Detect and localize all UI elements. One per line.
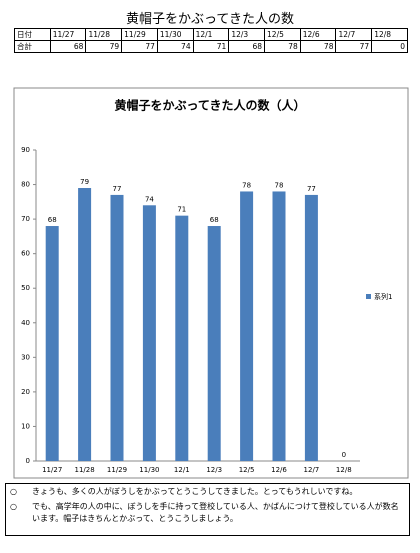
bar [272, 191, 286, 461]
bar [240, 191, 254, 461]
x-tick-label: 11/29 [107, 466, 127, 474]
x-tick-label: 12/6 [271, 466, 287, 474]
legend-swatch [366, 294, 371, 299]
data-table: 日付 11/27 11/28 11/29 11/30 12/1 12/3 12/5 12/6 12… [14, 28, 408, 53]
y-tick-label: 70 [21, 215, 30, 223]
data-label: 0 [342, 451, 346, 459]
note: ○ きょうも、多くの人がぼうしをかぶってとうこうしてきました。とってもうれしいです… [10, 486, 405, 498]
data-label: 71 [177, 206, 186, 214]
y-tick-label: 0 [26, 457, 30, 465]
table-row: 合計 68 79 77 74 71 68 78 78 77 0 [14, 40, 408, 53]
table-cell: 0 [371, 40, 408, 53]
y-tick-label: 30 [21, 353, 30, 361]
y-tick-label: 20 [21, 388, 30, 396]
data-label: 68 [210, 216, 219, 224]
x-tick-label: 12/3 [206, 466, 222, 474]
table-cell: 78 [264, 40, 301, 53]
note-bullet: ○ [10, 502, 17, 511]
bar [142, 205, 156, 461]
data-label: 68 [48, 216, 57, 224]
chart-title: 黄帽子をかぶってきた人の数（人） [114, 98, 305, 113]
table-cell: 77 [121, 40, 158, 53]
bar [175, 215, 189, 461]
page-title: 黄帽子をかぶってきた人の数 [126, 12, 294, 27]
note: ○ でも、高学年の人の中に、ぼうしを手に持って登校している人、かばんにつけて登校し… [10, 501, 405, 525]
note-text: でも、高学年の人の中に、ぼうしを手に持って登校している人、かばんにつけて登校して… [32, 502, 399, 523]
y-tick-label: 90 [21, 146, 30, 154]
data-label: 74 [145, 195, 154, 203]
data-label: 77 [113, 185, 122, 193]
data-label: 77 [307, 185, 316, 193]
x-tick-label: 11/30 [139, 466, 159, 474]
x-tick-label: 12/5 [239, 466, 255, 474]
bar [78, 188, 92, 461]
y-tick-label: 80 [21, 181, 30, 189]
y-tick-label: 50 [21, 284, 30, 292]
note-bullet: ○ [10, 487, 17, 496]
bar [110, 194, 124, 461]
data-label: 79 [80, 178, 89, 186]
x-tick-label: 11/28 [75, 466, 95, 474]
x-tick-label: 12/1 [174, 466, 190, 474]
bar [207, 226, 221, 461]
bar [304, 194, 318, 461]
table-cell: 68 [228, 40, 266, 53]
notes-box: ○ きょうも、多くの人がぼうしをかぶってとうこうしてきました。とってもうれしいです… [5, 483, 410, 536]
y-tick-label: 10 [21, 422, 30, 430]
data-label: 78 [275, 181, 284, 189]
x-tick-label: 12/8 [336, 466, 352, 474]
y-tick-label: 40 [21, 319, 30, 327]
y-tick-label: 60 [21, 250, 30, 258]
note-text: きょうも、多くの人がぼうしをかぶってとうこうしてきました。とってもうれしいですね… [32, 487, 358, 496]
x-tick-label: 11/27 [42, 466, 62, 474]
data-label: 78 [242, 181, 251, 189]
x-tick-label: 12/7 [304, 466, 320, 474]
bar [45, 226, 59, 461]
legend-label: 系列1 [374, 292, 392, 301]
chart: 黄帽子をかぶってきた人の数（人） 0 10 20 30 40 50 60 70 80 90 11/2… [13, 87, 409, 479]
